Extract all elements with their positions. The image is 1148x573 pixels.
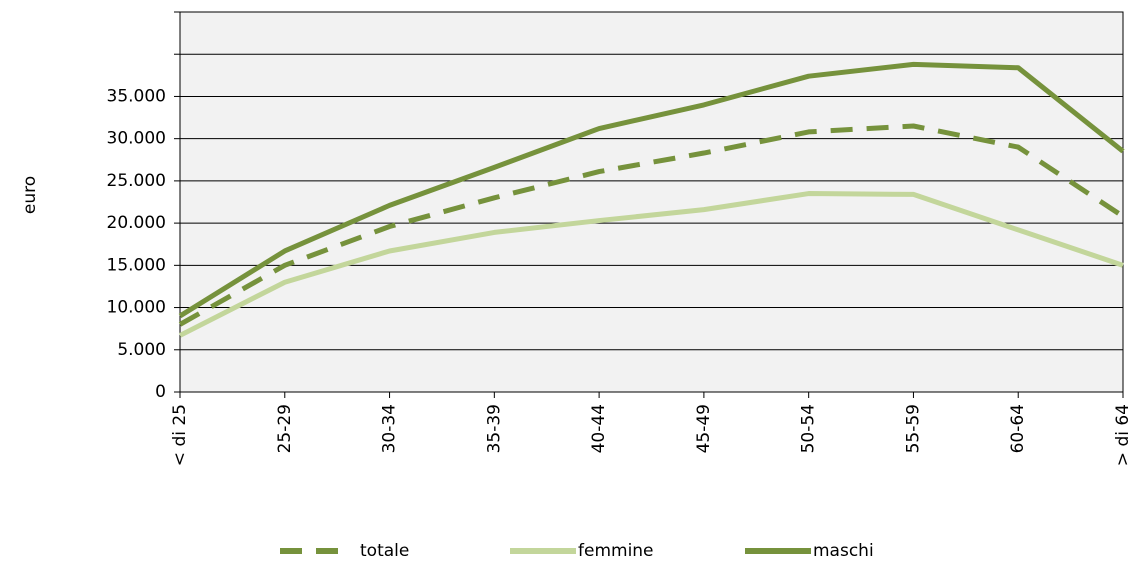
y-tick-label: 5.000: [117, 340, 166, 360]
y-tick-label: 35.000: [107, 86, 166, 106]
y-axis-label: euro: [20, 176, 40, 214]
series-line: [178, 61, 1125, 319]
x-tick-label: 30-34: [380, 404, 400, 453]
x-tick-label: 45-49: [694, 404, 714, 453]
x-tick-label: > di 64: [1113, 404, 1133, 466]
x-tick-label: 60-64: [1008, 404, 1028, 453]
y-tick-label: 15.000: [107, 255, 166, 275]
y-tick-label: 25.000: [107, 171, 166, 191]
y-tick-label: 0: [155, 382, 166, 402]
legend-label: maschi: [813, 541, 874, 561]
legend-label: femmine: [578, 541, 654, 561]
x-tick-label: 35-39: [484, 404, 504, 453]
x-tick-label: 55-59: [903, 404, 923, 453]
legend-label: totale: [360, 541, 409, 561]
series-line: [178, 191, 1124, 338]
x-tick-label: 40-44: [589, 404, 609, 453]
y-tick-label: 30.000: [107, 129, 166, 149]
x-tick-label: 25-29: [275, 404, 295, 453]
y-tick-label: 20.000: [107, 213, 166, 233]
plot-area: [179, 11, 1124, 393]
x-tick-label: < di 25: [170, 404, 190, 466]
x-tick-label: 50-54: [799, 404, 819, 453]
y-tick-label: 10.000: [107, 298, 166, 318]
